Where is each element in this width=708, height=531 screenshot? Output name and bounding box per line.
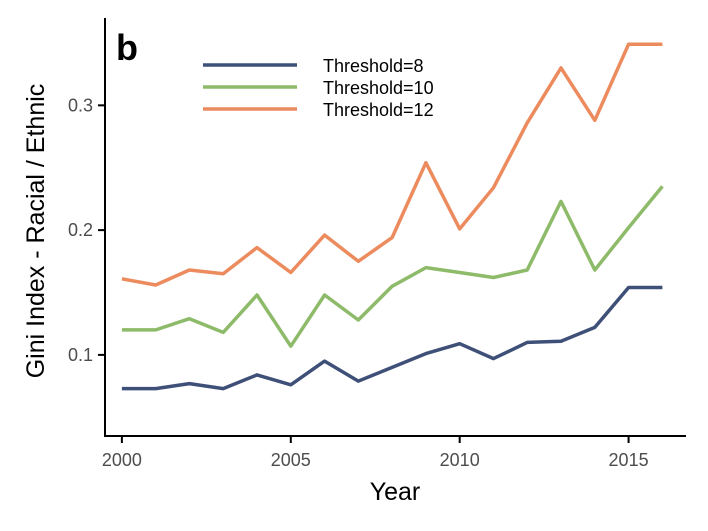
series-line-threshold-12 bbox=[121, 42, 663, 287]
y-tick-label: 0.3 bbox=[68, 95, 93, 115]
series-line-threshold-8 bbox=[121, 285, 663, 391]
series-line-threshold-10 bbox=[121, 185, 664, 348]
series bbox=[121, 42, 664, 391]
x-tick-label: 2015 bbox=[609, 450, 649, 470]
y-tick-label: 0.2 bbox=[68, 220, 93, 240]
x-tick-label: 2010 bbox=[440, 450, 480, 470]
axes bbox=[104, 18, 686, 437]
legend-label: Threshold=8 bbox=[323, 56, 424, 76]
ticks: 2000 2005 2010 2015 0.1 0.2 0.3 bbox=[68, 95, 649, 470]
x-tick-label: 2000 bbox=[102, 450, 142, 470]
x-axis-title: Year bbox=[370, 478, 421, 506]
y-tick-label: 0.1 bbox=[68, 345, 93, 365]
panel-label: b bbox=[116, 27, 138, 68]
legend-label: Threshold=10 bbox=[323, 78, 434, 98]
y-axis-title: Gini Index - Racial / Ethnic bbox=[22, 84, 50, 379]
x-tick-label: 2005 bbox=[271, 450, 311, 470]
legend-label: Threshold=12 bbox=[323, 100, 434, 120]
